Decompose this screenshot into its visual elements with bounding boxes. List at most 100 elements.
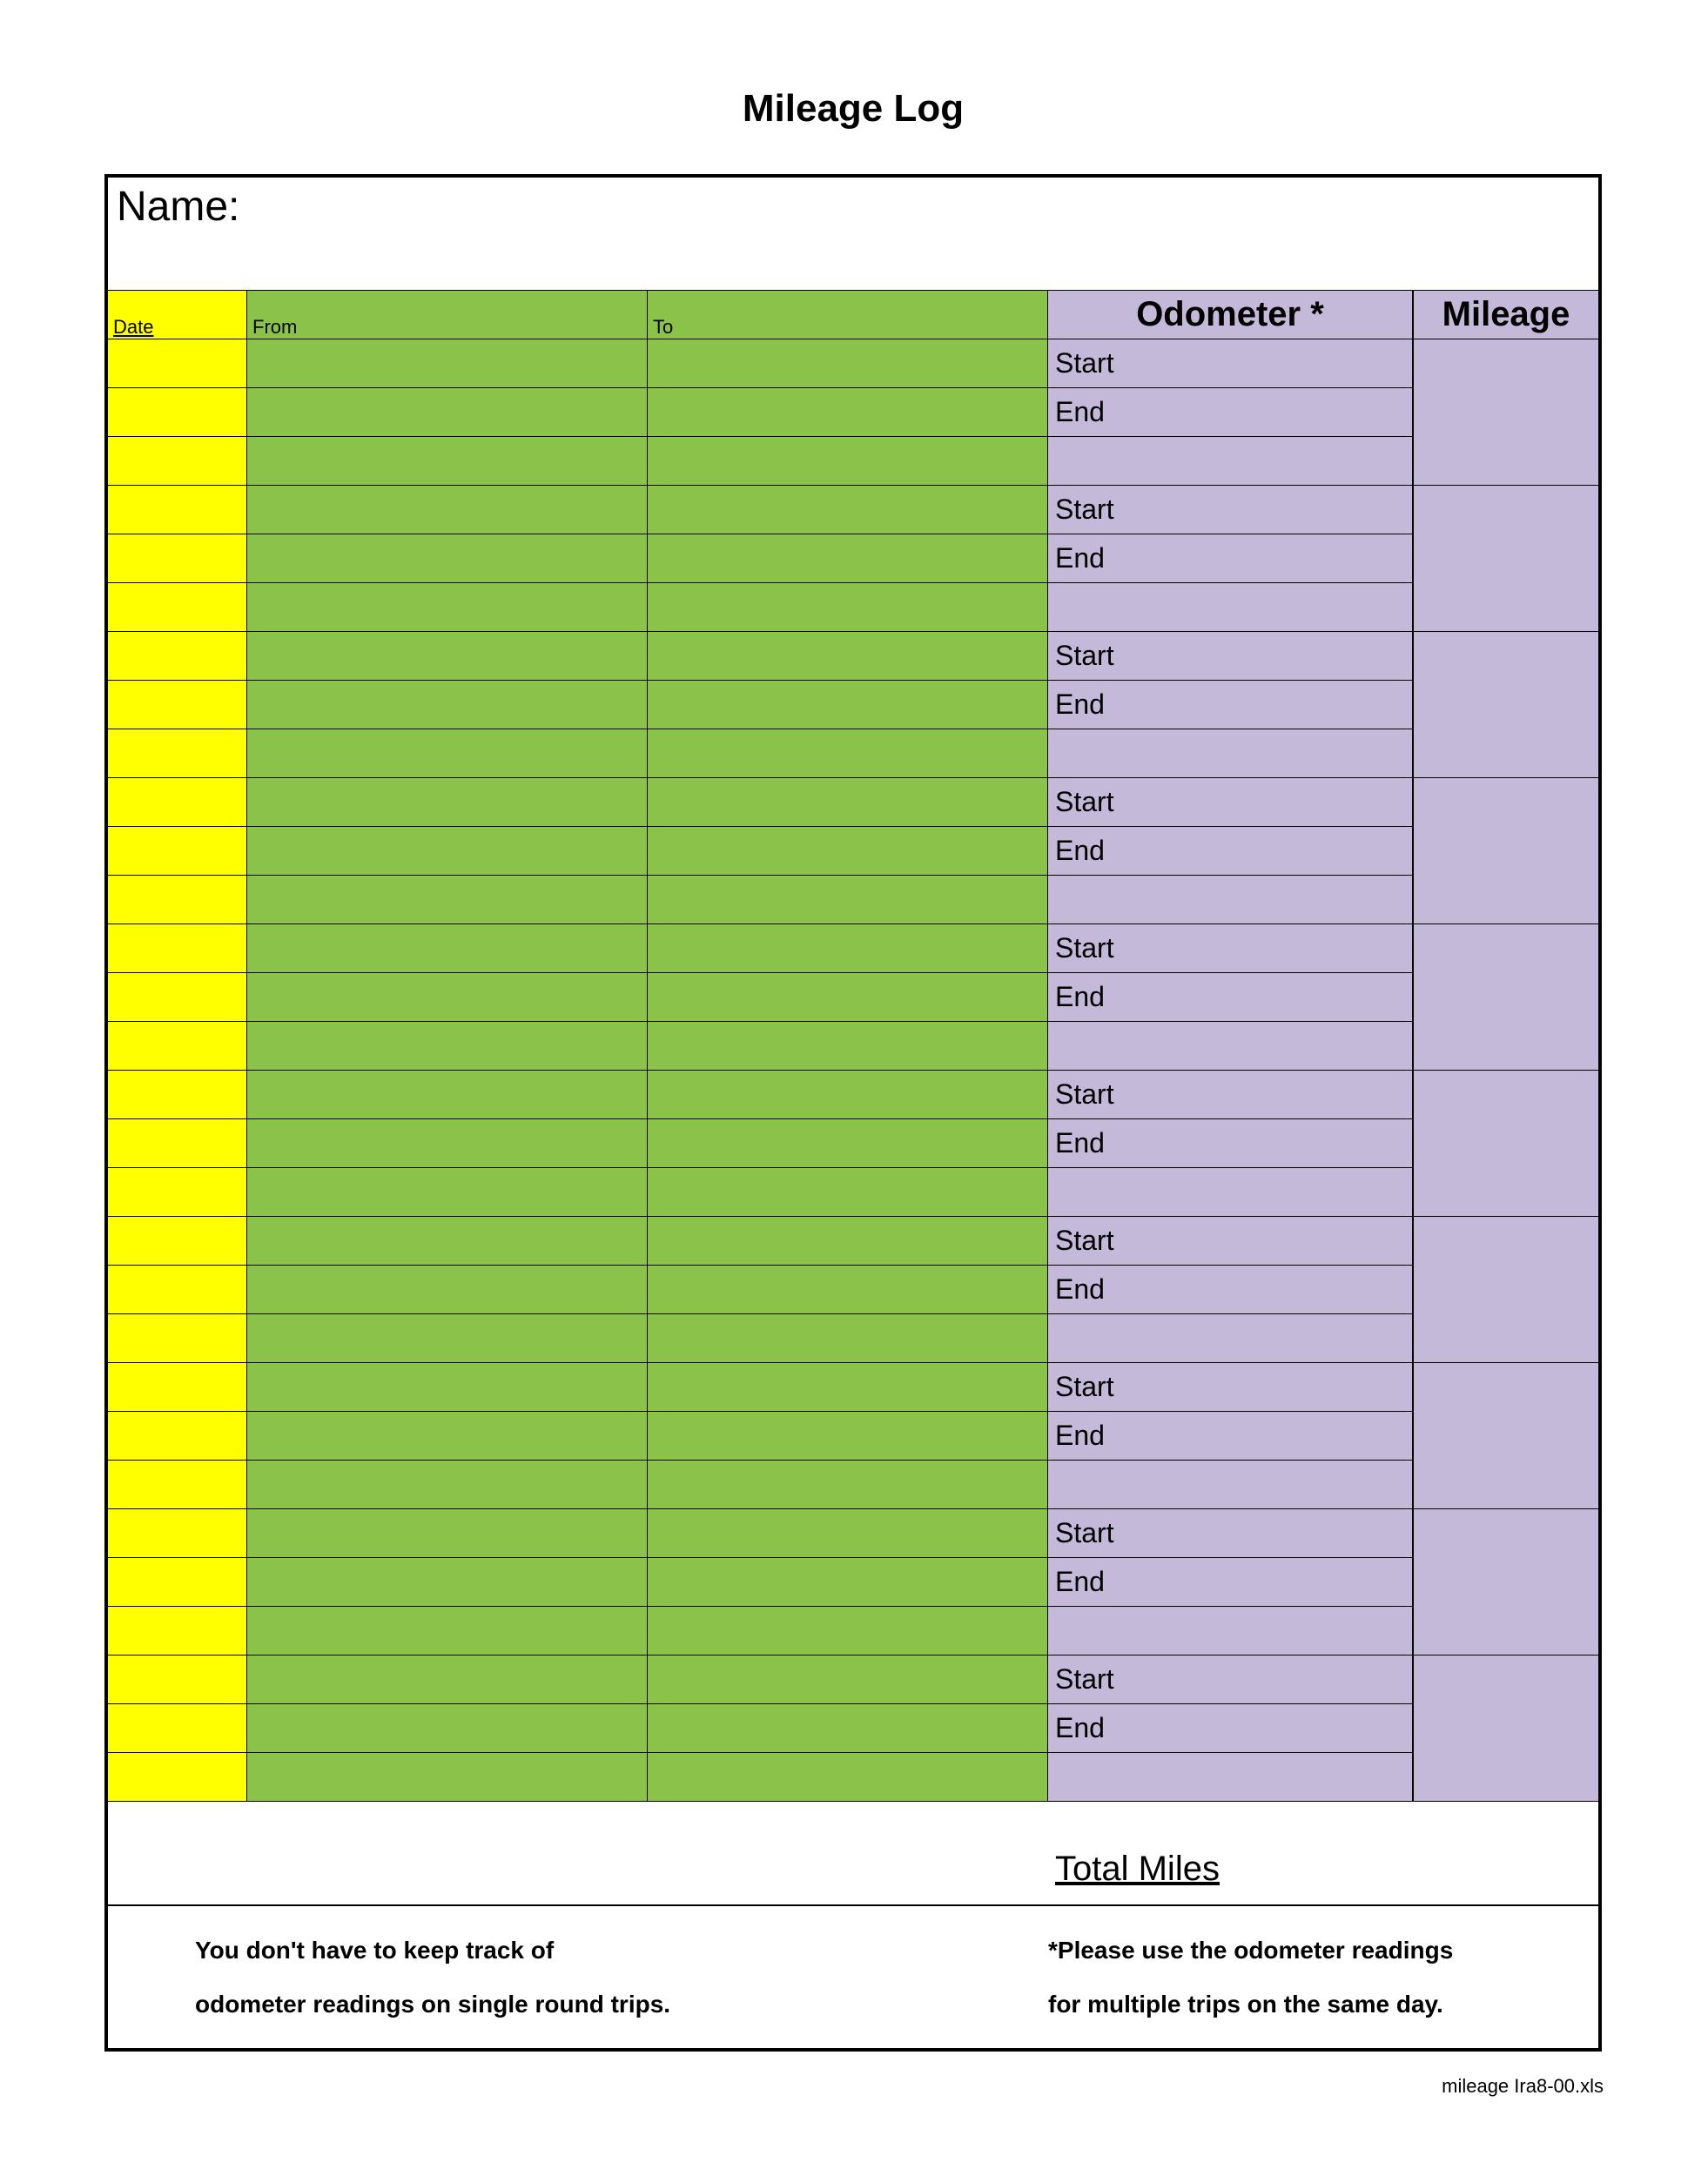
cell-to[interactable]	[648, 437, 1048, 486]
mileage-cell[interactable]	[1414, 924, 1598, 1071]
cell-from[interactable]	[247, 1509, 648, 1558]
cell-from[interactable]	[247, 1412, 648, 1461]
odometer-end-cell[interactable]: End	[1048, 1704, 1414, 1753]
cell-date[interactable]	[108, 1314, 247, 1363]
cell-from[interactable]	[247, 583, 648, 632]
cell-from[interactable]	[247, 1558, 648, 1607]
cell-date[interactable]	[108, 1412, 247, 1461]
cell-from[interactable]	[247, 827, 648, 876]
odometer-spacer-cell[interactable]	[1048, 1168, 1414, 1217]
odometer-start-cell[interactable]: Start	[1048, 632, 1414, 681]
mileage-cell[interactable]	[1414, 1656, 1598, 1802]
odometer-end-cell[interactable]: End	[1048, 827, 1414, 876]
cell-to[interactable]	[648, 876, 1048, 924]
cell-date[interactable]	[108, 534, 247, 583]
mileage-cell[interactable]	[1414, 1217, 1598, 1363]
odometer-spacer-cell[interactable]	[1048, 583, 1414, 632]
odometer-start-cell[interactable]: Start	[1048, 486, 1414, 534]
cell-from[interactable]	[247, 1314, 648, 1363]
cell-to[interactable]	[648, 1558, 1048, 1607]
cell-from[interactable]	[247, 1071, 648, 1119]
mileage-cell[interactable]	[1414, 1363, 1598, 1509]
cell-to[interactable]	[648, 924, 1048, 973]
odometer-end-cell[interactable]: End	[1048, 681, 1414, 729]
cell-from[interactable]	[247, 924, 648, 973]
odometer-end-cell[interactable]: End	[1048, 1266, 1414, 1314]
odometer-end-cell[interactable]: End	[1048, 534, 1414, 583]
cell-date[interactable]	[108, 1217, 247, 1266]
cell-to[interactable]	[648, 1509, 1048, 1558]
cell-to[interactable]	[648, 973, 1048, 1022]
cell-date[interactable]	[108, 1461, 247, 1509]
mileage-cell[interactable]	[1414, 1071, 1598, 1217]
cell-date[interactable]	[108, 876, 247, 924]
cell-to[interactable]	[648, 1071, 1048, 1119]
cell-to[interactable]	[648, 1363, 1048, 1412]
cell-to[interactable]	[648, 1314, 1048, 1363]
cell-date[interactable]	[108, 388, 247, 437]
cell-date[interactable]	[108, 583, 247, 632]
cell-date[interactable]	[108, 1509, 247, 1558]
mileage-cell[interactable]	[1414, 632, 1598, 778]
cell-date[interactable]	[108, 1168, 247, 1217]
cell-from[interactable]	[247, 534, 648, 583]
cell-date[interactable]	[108, 1022, 247, 1071]
cell-from[interactable]	[247, 778, 648, 827]
cell-to[interactable]	[648, 1412, 1048, 1461]
cell-from[interactable]	[247, 729, 648, 778]
cell-from[interactable]	[247, 437, 648, 486]
cell-to[interactable]	[648, 1656, 1048, 1704]
odometer-end-cell[interactable]: End	[1048, 1558, 1414, 1607]
cell-from[interactable]	[247, 681, 648, 729]
cell-to[interactable]	[648, 1704, 1048, 1753]
cell-date[interactable]	[108, 1363, 247, 1412]
cell-to[interactable]	[648, 1461, 1048, 1509]
cell-from[interactable]	[247, 1607, 648, 1656]
cell-from[interactable]	[247, 1266, 648, 1314]
cell-to[interactable]	[648, 1753, 1048, 1802]
mileage-cell[interactable]	[1414, 1509, 1598, 1656]
cell-date[interactable]	[108, 1607, 247, 1656]
odometer-spacer-cell[interactable]	[1048, 1461, 1414, 1509]
odometer-end-cell[interactable]: End	[1048, 388, 1414, 437]
cell-from[interactable]	[247, 1704, 648, 1753]
cell-to[interactable]	[648, 827, 1048, 876]
odometer-start-cell[interactable]: Start	[1048, 1363, 1414, 1412]
odometer-start-cell[interactable]: Start	[1048, 1217, 1414, 1266]
cell-date[interactable]	[108, 632, 247, 681]
odometer-end-cell[interactable]: End	[1048, 973, 1414, 1022]
cell-date[interactable]	[108, 437, 247, 486]
odometer-spacer-cell[interactable]	[1048, 876, 1414, 924]
cell-from[interactable]	[247, 1168, 648, 1217]
cell-date[interactable]	[108, 1656, 247, 1704]
cell-to[interactable]	[648, 1217, 1048, 1266]
cell-to[interactable]	[648, 1168, 1048, 1217]
cell-date[interactable]	[108, 1266, 247, 1314]
cell-to[interactable]	[648, 778, 1048, 827]
odometer-start-cell[interactable]: Start	[1048, 1656, 1414, 1704]
mileage-cell[interactable]	[1414, 778, 1598, 924]
cell-date[interactable]	[108, 486, 247, 534]
cell-from[interactable]	[247, 339, 648, 388]
odometer-start-cell[interactable]: Start	[1048, 1509, 1414, 1558]
odometer-spacer-cell[interactable]	[1048, 1314, 1414, 1363]
cell-date[interactable]	[108, 339, 247, 388]
cell-date[interactable]	[108, 729, 247, 778]
cell-to[interactable]	[648, 1119, 1048, 1168]
cell-to[interactable]	[648, 632, 1048, 681]
cell-to[interactable]	[648, 388, 1048, 437]
cell-from[interactable]	[247, 1022, 648, 1071]
cell-to[interactable]	[648, 729, 1048, 778]
cell-from[interactable]	[247, 1753, 648, 1802]
cell-to[interactable]	[648, 1266, 1048, 1314]
odometer-end-cell[interactable]: End	[1048, 1412, 1414, 1461]
cell-date[interactable]	[108, 1558, 247, 1607]
odometer-start-cell[interactable]: Start	[1048, 924, 1414, 973]
cell-date[interactable]	[108, 778, 247, 827]
cell-date[interactable]	[108, 1071, 247, 1119]
cell-from[interactable]	[247, 876, 648, 924]
odometer-end-cell[interactable]: End	[1048, 1119, 1414, 1168]
cell-from[interactable]	[247, 1363, 648, 1412]
odometer-spacer-cell[interactable]	[1048, 1753, 1414, 1802]
mileage-cell[interactable]	[1414, 486, 1598, 632]
